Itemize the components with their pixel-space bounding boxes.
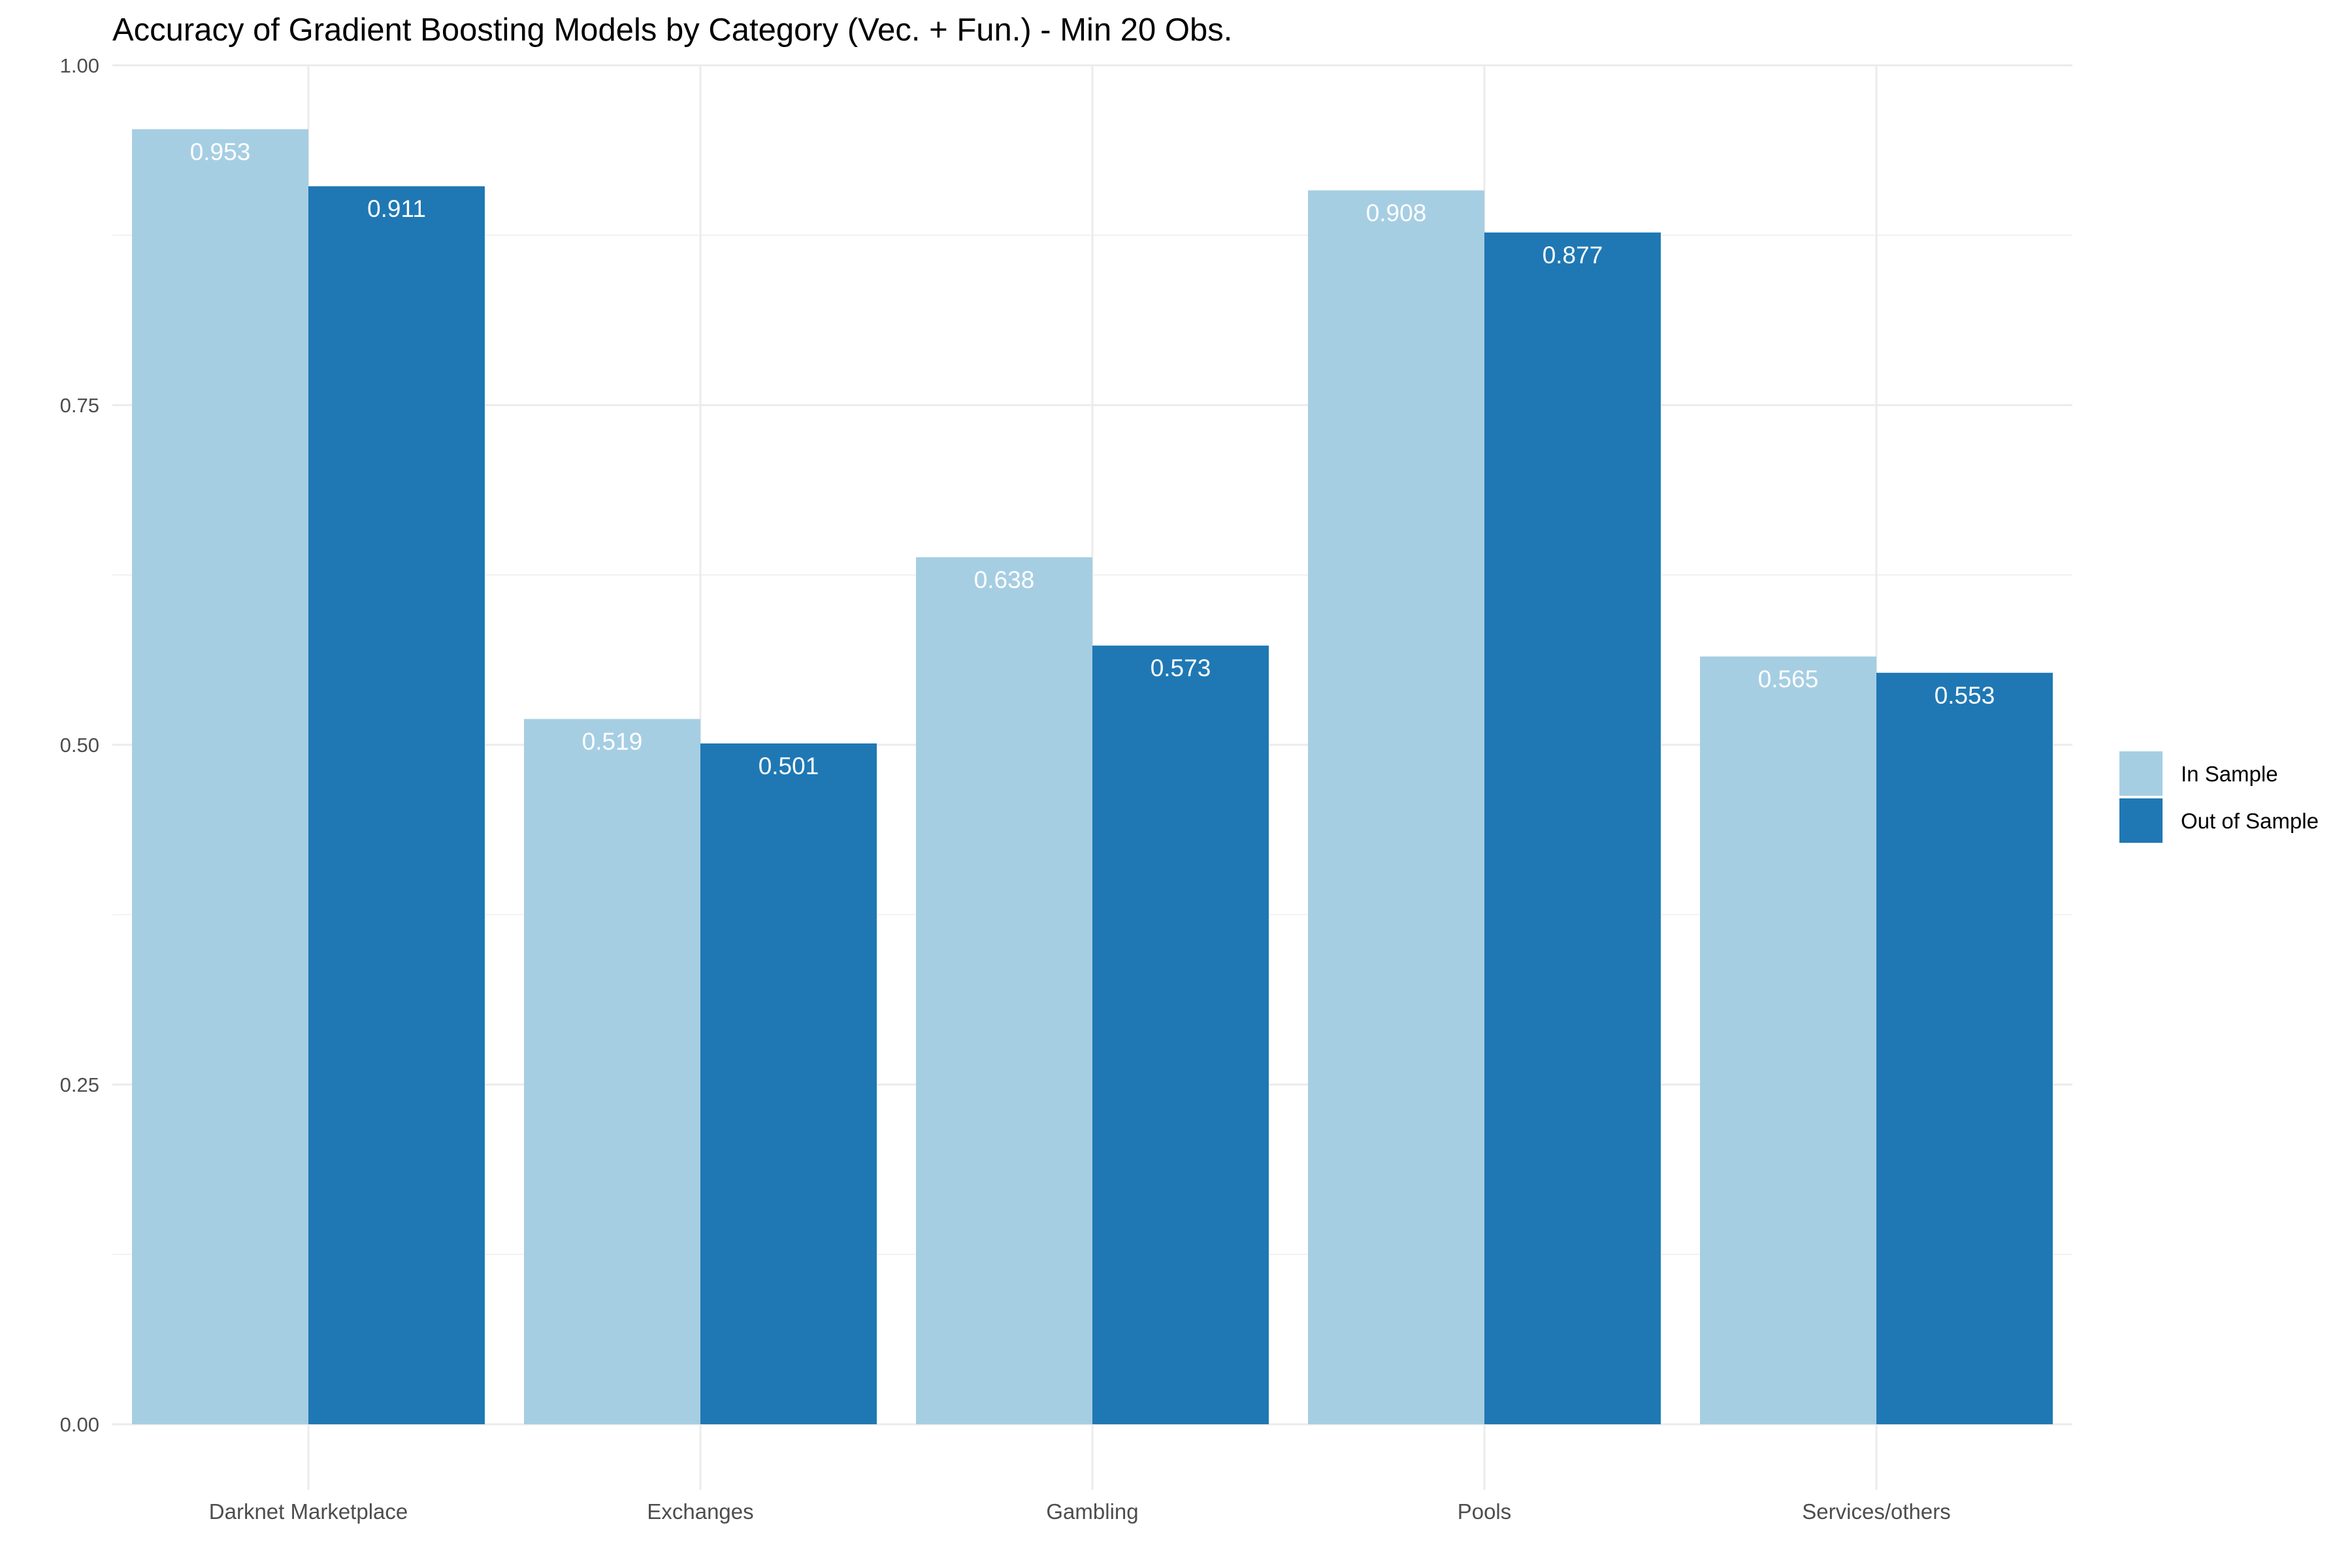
bar [1700,656,1876,1424]
bar-value-label: 0.877 [1543,242,1603,269]
bar [1092,645,1269,1425]
bar-value-label: 0.501 [759,753,819,779]
y-axis-ticks: 0.00 0.25 0.50 0.75 1.00 [60,54,99,1436]
x-tick-label: Pools [1458,1499,1512,1524]
y-tick-label: 0.00 [60,1413,99,1436]
bar [1484,232,1661,1425]
bar-value-label: 0.638 [974,566,1035,593]
bar-value-label: 0.553 [1935,682,1995,709]
legend-label: In Sample [2181,762,2278,786]
bars [132,129,2053,1425]
y-tick-label: 0.25 [60,1073,99,1096]
bar-value-label: 0.565 [1758,666,1819,693]
legend-swatch [2119,798,2163,843]
x-tick-label: Exchanges [647,1499,753,1524]
bar [700,743,877,1424]
bar [524,719,700,1424]
x-tick-label: Gambling [1046,1499,1138,1524]
bar [1308,190,1484,1424]
bar-value-labels: 0.953 0.519 0.638 0.908 0.565 0.911 0.501 0.573… [190,139,1995,779]
bar-value-label: 0.573 [1151,655,1211,681]
bar-value-label: 0.911 [367,195,426,222]
bar-value-label: 0.519 [582,728,643,755]
bar [132,129,308,1424]
legend: In Sample Out of Sample [2119,751,2319,843]
y-tick-label: 0.75 [60,394,99,417]
x-tick-label: Services/others [1802,1499,1950,1524]
bar [1876,672,2053,1424]
bar-value-label: 0.908 [1366,199,1427,226]
chart-title: Accuracy of Gradient Boosting Models by … [112,12,1232,48]
legend-label: Out of Sample [2181,809,2319,833]
bar [308,186,485,1424]
bar [916,557,1092,1425]
x-tick-label: Darknet Marketplace [209,1499,408,1524]
y-tick-label: 0.50 [60,734,99,757]
legend-swatch [2119,751,2163,796]
y-tick-label: 1.00 [60,54,99,77]
bar-value-label: 0.953 [190,139,251,165]
x-axis-ticks: Darknet Marketplace Exchanges Gambling Pool… [209,1499,1951,1524]
